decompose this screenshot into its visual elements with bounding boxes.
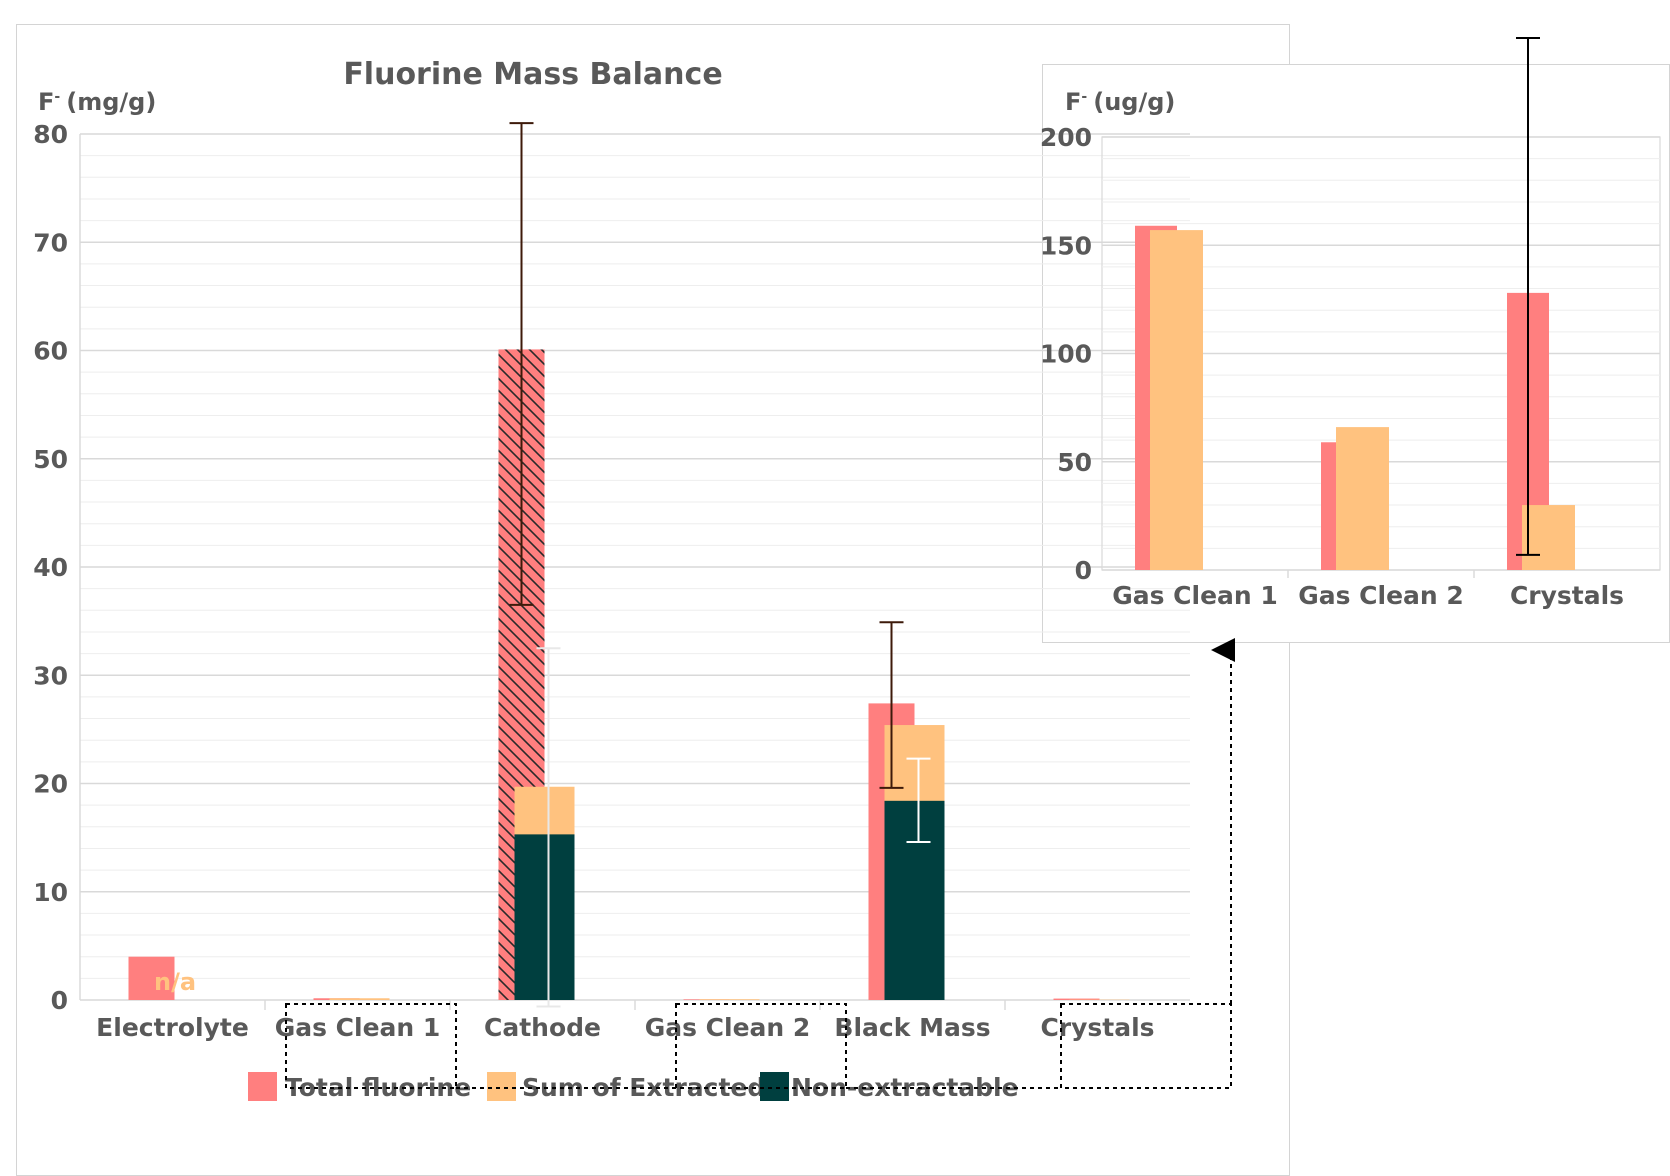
highlight-box-gas-clean-2 bbox=[676, 1004, 846, 1088]
highlight-box-gas-clean-1 bbox=[286, 1004, 456, 1088]
highlight-box-crystals bbox=[1061, 1004, 1231, 1088]
